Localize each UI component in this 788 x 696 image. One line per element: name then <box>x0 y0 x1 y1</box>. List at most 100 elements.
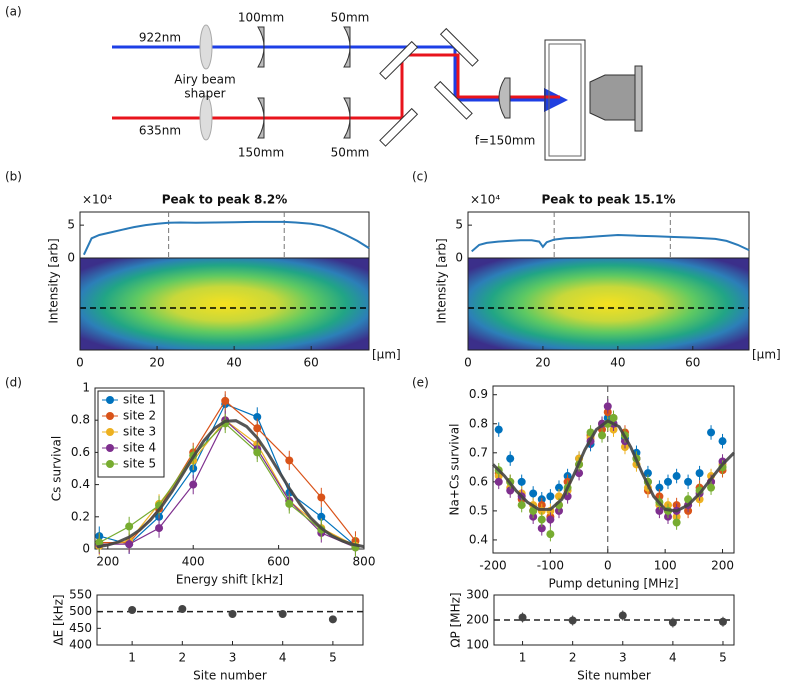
panel-label: (b) <box>5 170 22 184</box>
x-tick-label: 2 <box>179 651 187 665</box>
y-tick-label: 0.6 <box>71 445 90 459</box>
point <box>718 437 727 446</box>
point <box>155 524 164 533</box>
y-tick-label: 200 <box>466 613 489 627</box>
point <box>529 489 538 498</box>
point <box>125 540 134 549</box>
x-tick-label: -200 <box>479 559 506 573</box>
x-tick-label: 4 <box>669 651 677 665</box>
setup-diagram: 922nm 635nm 100mm 50mm 150mm 50mm Airy b… <box>112 11 643 161</box>
x-unit: [µm] <box>752 348 781 362</box>
y-tick-label: 450 <box>69 621 92 635</box>
point <box>568 616 577 625</box>
label: 922nm <box>139 31 181 45</box>
label: 635nm <box>139 124 181 138</box>
x-axis-label: Site number <box>577 669 651 683</box>
point <box>278 610 287 618</box>
legend-label: site 5 <box>123 457 156 471</box>
axes-box <box>79 211 370 259</box>
point <box>598 431 607 440</box>
legend-marker <box>106 444 114 452</box>
objective-flange <box>634 65 643 132</box>
lens <box>257 26 265 68</box>
y-tick-label: 5 <box>67 218 75 232</box>
y-tick-label: 0 <box>67 251 75 265</box>
y-tick-label: 100 <box>466 638 489 652</box>
x-tick-label: 1 <box>519 651 527 665</box>
label: shaper <box>184 87 225 101</box>
mirror <box>439 27 479 67</box>
mirror <box>433 80 473 120</box>
axes-box <box>94 387 365 550</box>
x-tick-label: 20 <box>149 356 164 370</box>
y-tick-label: 1 <box>82 381 90 395</box>
point <box>285 499 294 508</box>
y-exponent: ×10⁴ <box>470 193 500 207</box>
y-tick-label: 550 <box>69 588 92 602</box>
point <box>506 486 515 495</box>
lens <box>498 77 511 119</box>
y-tick-label: 0 <box>455 251 463 265</box>
lens <box>343 97 351 139</box>
y-tick-label: 400 <box>69 638 92 652</box>
y-tick-label: 0.6 <box>469 474 488 488</box>
lens <box>257 97 265 139</box>
legend-marker <box>106 412 114 420</box>
label: 50mm <box>331 146 370 160</box>
profile-line <box>471 233 750 253</box>
point <box>618 611 627 620</box>
fit-line <box>96 419 365 549</box>
y-axis-label: Cs survival <box>50 436 64 501</box>
point <box>494 477 503 486</box>
legend-marker <box>106 460 114 468</box>
point <box>95 538 104 547</box>
label: 150mm <box>238 146 284 160</box>
cell <box>544 39 586 161</box>
y-tick-label: 0.8 <box>469 416 488 430</box>
point <box>253 424 262 433</box>
profile-line <box>82 220 370 256</box>
point <box>317 512 326 521</box>
point <box>603 402 612 411</box>
y-tick-label: 500 <box>69 604 92 618</box>
y-axis-label: Na+Cs survival <box>448 424 462 516</box>
x-tick-label: 20 <box>535 356 550 370</box>
point <box>328 615 337 624</box>
shaper-bottom <box>199 95 213 141</box>
point <box>609 413 618 422</box>
point <box>317 493 326 502</box>
y-tick-label: 0 <box>82 542 90 556</box>
point <box>655 483 664 492</box>
legend-marker <box>106 428 114 436</box>
y-axis-label: ΩP [MHz] <box>449 592 463 647</box>
x-tick-label: 3 <box>229 651 237 665</box>
lens <box>343 26 351 68</box>
y-tick-label: 0.7 <box>469 445 488 459</box>
y-tick-label: 0.4 <box>71 477 90 491</box>
point <box>518 613 527 622</box>
point <box>221 396 230 405</box>
y-tick-label: 0.2 <box>71 509 90 523</box>
cell-inner <box>548 43 582 157</box>
y-tick-label: 5 <box>455 218 463 232</box>
x-tick-label: 200 <box>711 559 734 573</box>
y-exponent: ×10⁴ <box>82 193 112 207</box>
x-tick-label: 2 <box>569 651 577 665</box>
x-tick-label: 5 <box>329 651 337 665</box>
chart-title: Peak to peak 15.1% <box>542 193 676 207</box>
point <box>655 506 664 515</box>
point <box>672 472 681 481</box>
x-axis-label: Site number <box>193 669 267 683</box>
label: f=150mm <box>475 134 536 148</box>
axes-box <box>467 211 750 259</box>
axes-box <box>492 385 735 554</box>
point <box>546 530 555 539</box>
panel-label: (c) <box>412 170 428 184</box>
x-tick-label: 800 <box>353 555 376 569</box>
point <box>506 454 515 463</box>
objective <box>589 74 636 121</box>
legend-label: site 1 <box>123 393 156 407</box>
x-tick-label: 0 <box>76 356 84 370</box>
x-axis-label: Energy shift [kHz] <box>176 573 283 587</box>
